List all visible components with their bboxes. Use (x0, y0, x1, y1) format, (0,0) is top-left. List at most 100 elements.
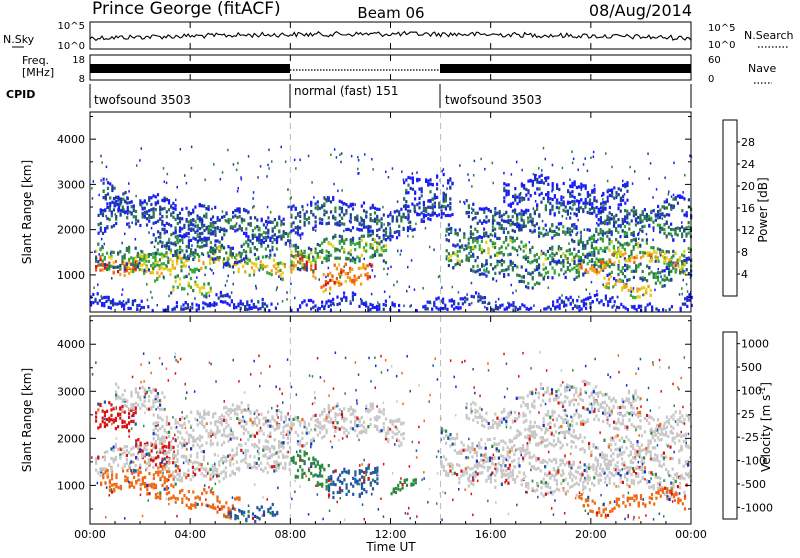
data-cell (483, 219, 485, 222)
data-cell (312, 269, 314, 272)
data-cell (163, 254, 165, 257)
data-cell (234, 454, 236, 457)
speckle (220, 229, 222, 232)
data-cell (220, 294, 222, 297)
data-cell (527, 272, 529, 275)
speckle (155, 240, 157, 243)
data-cell (372, 247, 374, 250)
data-cell (516, 222, 518, 225)
data-cell (239, 215, 241, 218)
data-cell (185, 301, 187, 304)
data-cell (222, 294, 224, 297)
data-cell (649, 254, 651, 257)
data-cell (626, 232, 628, 235)
data-cell (443, 173, 445, 176)
data-cell (203, 215, 205, 218)
data-cell (214, 227, 216, 230)
data-cell (378, 242, 380, 245)
cpid-segment-1: twofsound 3503 (94, 93, 191, 107)
data-cell (475, 291, 477, 294)
data-cell (170, 440, 172, 443)
data-cell (157, 437, 159, 440)
data-cell (563, 182, 565, 185)
data-cell (617, 231, 619, 234)
data-cell (655, 272, 657, 275)
speckle (188, 266, 190, 269)
data-cell (554, 269, 556, 272)
data-cell (198, 462, 200, 465)
data-cell (267, 235, 269, 238)
y-tick-label: 3000 (57, 178, 85, 191)
data-cell (363, 235, 365, 238)
data-cell (214, 412, 216, 415)
speckle (674, 205, 676, 208)
data-cell (613, 221, 615, 224)
data-cell (175, 226, 177, 229)
data-cell (129, 485, 131, 488)
data-cell (150, 264, 152, 267)
data-cell (659, 227, 661, 230)
speckle (654, 289, 656, 292)
data-cell (569, 192, 571, 195)
data-cell (203, 450, 205, 453)
data-cell (558, 227, 560, 230)
data-cell (295, 216, 297, 219)
data-cell (110, 418, 112, 421)
data-cell (608, 238, 610, 241)
data-cell (637, 242, 639, 245)
speckle (233, 163, 235, 166)
data-cell (155, 421, 157, 424)
speckle (389, 223, 391, 226)
speckle (621, 270, 623, 273)
data-cell (175, 280, 177, 283)
speckle (376, 223, 378, 226)
data-cell (219, 421, 221, 424)
data-cell (256, 218, 258, 221)
data-cell (675, 196, 677, 199)
data-cell (589, 203, 591, 206)
data-cell (236, 447, 238, 450)
speckle (366, 211, 368, 214)
data-cell (523, 225, 525, 228)
data-cell (106, 450, 108, 453)
data-cell (174, 307, 176, 310)
data-cell (155, 471, 157, 474)
speckle (596, 222, 598, 225)
speckle (339, 276, 341, 279)
data-cell (223, 441, 225, 444)
speckle (601, 195, 603, 198)
data-cell (243, 243, 245, 246)
data-cell (201, 420, 203, 423)
data-cell (466, 199, 468, 202)
data-cell (529, 273, 531, 276)
data-cell (542, 252, 544, 255)
data-cell (527, 209, 529, 212)
data-cell (659, 224, 661, 227)
data-cell (315, 264, 317, 267)
data-cell (282, 278, 284, 281)
data-cell (301, 266, 303, 269)
data-cell (405, 216, 407, 219)
data-cell (130, 256, 132, 259)
data-cell (446, 249, 448, 252)
data-cell (604, 201, 606, 204)
speckle (668, 191, 670, 194)
data-cell (642, 251, 644, 254)
data-cell (179, 234, 181, 237)
data-cell (269, 254, 271, 257)
data-cell (273, 461, 275, 464)
speckle (94, 250, 96, 253)
data-cell (186, 275, 188, 278)
speckle (194, 297, 196, 300)
speckle (151, 227, 153, 230)
data-cell (339, 220, 341, 223)
data-cell (97, 292, 99, 295)
data-cell (286, 455, 288, 458)
speckle (150, 241, 152, 244)
speckle (542, 220, 544, 223)
data-cell (436, 214, 438, 217)
data-cell (198, 468, 200, 471)
data-cell (319, 221, 321, 224)
speckle (308, 155, 310, 158)
